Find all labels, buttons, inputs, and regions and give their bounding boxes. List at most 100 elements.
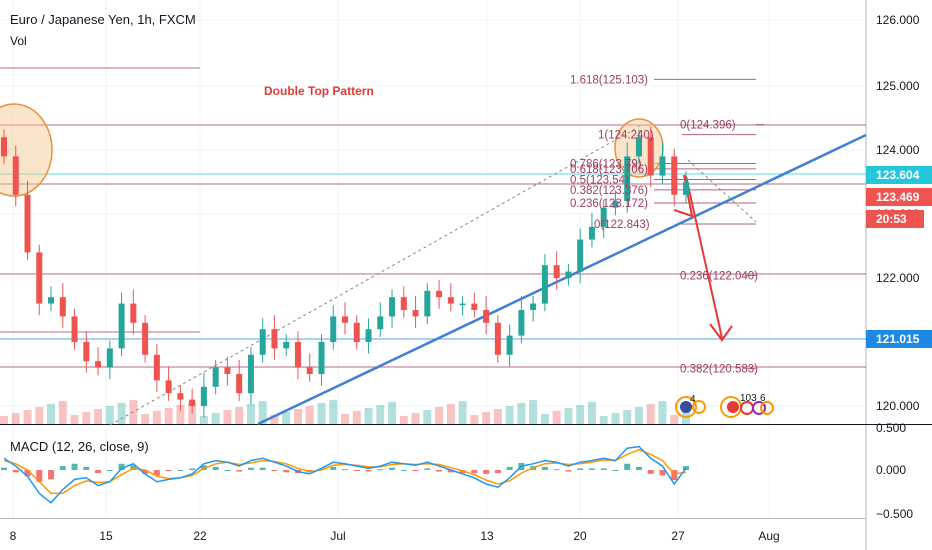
candle-body[interactable] [212, 367, 219, 387]
candle-body[interactable] [612, 201, 619, 208]
volume-bar [152, 411, 161, 424]
candle-body[interactable] [506, 335, 513, 355]
event-badges[interactable]: 4 103 6 [675, 393, 774, 418]
bid-price-tag[interactable]: 123.469 [866, 188, 932, 206]
candle-body[interactable] [659, 156, 666, 176]
macd-histogram-bar [83, 466, 90, 470]
candle-body[interactable] [259, 329, 266, 355]
macd-histogram-bar [118, 463, 125, 470]
candle-body[interactable] [165, 380, 172, 394]
volume-bar [11, 413, 20, 424]
candle-body[interactable] [389, 297, 396, 317]
candle-body[interactable] [236, 374, 243, 394]
candle-body[interactable] [530, 303, 537, 310]
earnings-flag-icon[interactable] [727, 401, 739, 413]
volume-bar [470, 415, 479, 424]
candle-body[interactable] [153, 354, 160, 381]
candle-body[interactable] [377, 316, 384, 330]
candle-body[interactable] [683, 182, 689, 195]
volume-bar [646, 404, 655, 424]
candle-body[interactable] [494, 322, 501, 355]
candle-body[interactable] [459, 303, 466, 306]
candle-body[interactable] [48, 297, 55, 304]
candle-body[interactable] [565, 271, 572, 278]
candle-body[interactable] [483, 310, 490, 323]
candle-body[interactable] [1, 137, 7, 157]
candle-body[interactable] [600, 207, 607, 227]
ascending-trendline[interactable] [257, 133, 867, 426]
candle-body[interactable] [365, 329, 372, 342]
event-badge-count-3: 6 [760, 393, 766, 404]
volume-bar [246, 404, 255, 424]
x-tick-label: 27 [671, 529, 685, 543]
candle-body[interactable] [224, 367, 231, 374]
candle-body[interactable] [247, 354, 254, 394]
candle-body[interactable] [177, 393, 184, 400]
candle-body[interactable] [106, 348, 113, 368]
volume-bar [317, 403, 326, 424]
support-price-tag[interactable]: 121.015 [866, 330, 932, 348]
candle-body[interactable] [142, 322, 149, 355]
candle-body[interactable] [83, 342, 90, 362]
candle-body[interactable] [635, 137, 642, 157]
candle-body[interactable] [588, 226, 595, 240]
candle-body[interactable] [647, 137, 654, 176]
volume-bar [599, 416, 608, 424]
candle-body[interactable] [294, 342, 301, 368]
fib-label: 0(124.396) [680, 120, 736, 132]
volume-bar [634, 407, 643, 424]
macd-line[interactable] [3, 445, 687, 504]
candle-body[interactable] [200, 386, 207, 406]
candle-body[interactable] [436, 290, 443, 298]
dividend-ring-icon [692, 400, 706, 414]
projection-arrow-line[interactable] [685, 175, 723, 339]
calendar-flag-icon[interactable] [680, 401, 692, 413]
candle-body[interactable] [271, 329, 278, 349]
volume-bar [529, 400, 538, 424]
candle-body[interactable] [412, 310, 419, 317]
candle-body[interactable] [59, 297, 66, 317]
split-ring-icon [752, 401, 766, 415]
macd-histogram-bar [24, 470, 31, 477]
candle-body[interactable] [118, 303, 125, 349]
candle-body[interactable] [400, 297, 407, 310]
candle-body[interactable] [36, 252, 43, 304]
volume-bar [58, 401, 67, 424]
volume-bar [423, 410, 432, 424]
macd-histogram-bar [271, 470, 278, 471]
macd-histogram-bar [447, 470, 454, 473]
candle-body[interactable] [541, 265, 548, 304]
volume-bar [482, 412, 491, 424]
candle-body[interactable] [318, 342, 325, 374]
candle-body[interactable] [447, 297, 454, 304]
volume-bar [399, 416, 408, 424]
candle-body[interactable] [353, 322, 360, 342]
candle-body[interactable] [24, 194, 31, 253]
candle-body[interactable] [95, 361, 102, 368]
candle-body[interactable] [518, 310, 525, 336]
macd-histogram-bar [553, 469, 560, 471]
candle-body[interactable] [189, 399, 196, 406]
candle-body[interactable] [12, 156, 19, 195]
volume-bar [435, 407, 444, 424]
fib-label: 0.236(122.040) [680, 270, 758, 282]
candle-body[interactable] [330, 316, 337, 342]
candle-body[interactable] [283, 342, 290, 349]
candle-body[interactable] [671, 156, 678, 195]
countdown-tag[interactable]: 20:53 [866, 210, 924, 228]
macd-tick-label: −0.500 [876, 507, 913, 521]
candle-body[interactable] [71, 316, 78, 342]
candle-body[interactable] [577, 239, 584, 272]
current-price-tag[interactable]: 123.604 [866, 166, 932, 184]
candle-body[interactable] [471, 303, 478, 310]
candle-body[interactable] [553, 265, 560, 278]
volume-bar [282, 412, 291, 424]
event-badge-count-1: 4 [690, 394, 696, 405]
candle-body[interactable] [130, 303, 137, 323]
candle-body[interactable] [424, 290, 431, 317]
candle-body[interactable] [342, 316, 348, 323]
x-tick-label: 13 [480, 529, 494, 543]
candle-body[interactable] [306, 367, 313, 374]
candle-body[interactable] [624, 156, 631, 202]
